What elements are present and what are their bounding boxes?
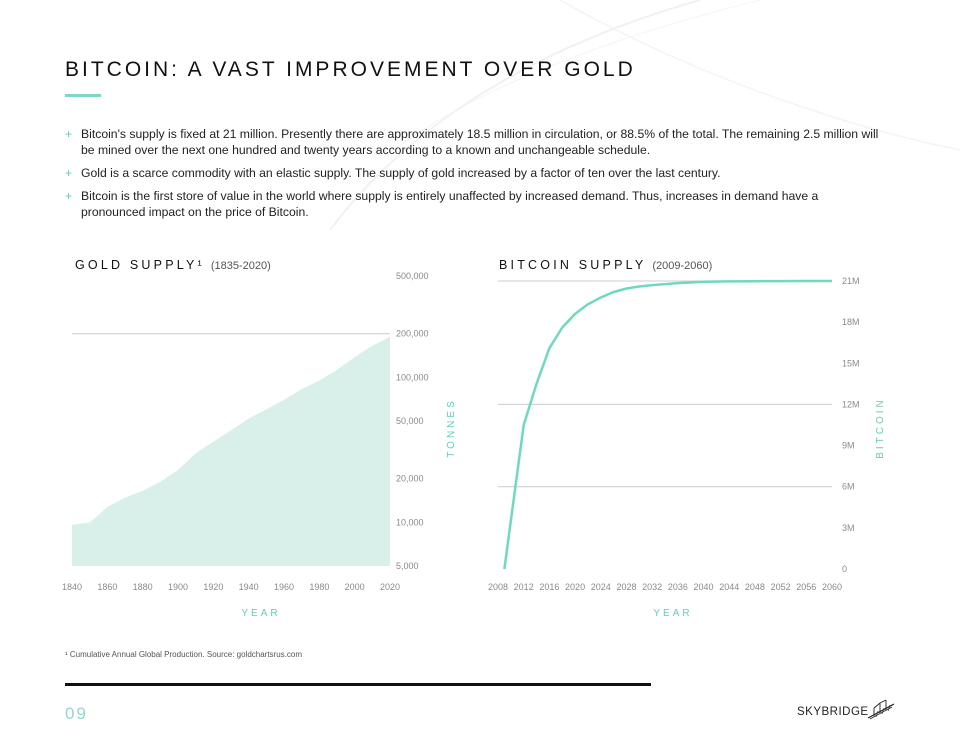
gold-y-tick-label: 500,000 [396,271,429,281]
footer-rule [65,683,651,686]
bullet-item: + Bitcoin is the first store of value in … [65,188,885,220]
plus-icon: + [65,127,73,141]
page-title: BITCOIN: A VAST IMPROVEMENT OVER GOLD [65,58,636,81]
bitcoin-x-tick-label: 2044 [719,582,739,592]
bitcoin-x-tick-label: 2024 [591,582,611,592]
bitcoin-x-tick-label: 2020 [565,582,585,592]
bitcoin-x-tick-label: 2040 [694,582,714,592]
gold-chart-subtitle: (1835-2020) [210,260,271,272]
footnote: ¹ Cumulative Annual Global Production. S… [65,650,303,659]
gold-supply-area [72,336,390,566]
bitcoin-x-tick-label: 2060 [822,582,842,592]
bitcoin-y-tick-label: 15M [842,358,860,368]
plus-icon: + [65,166,73,180]
gold-y-axis-title: TONNES [446,398,457,458]
gold-x-tick-label: 2020 [380,582,400,592]
bridge-logo-icon [867,699,895,720]
bitcoin-y-tick-label: 12M [842,399,860,409]
bullet-text: Bitcoin's supply is fixed at 21 million.… [81,127,879,157]
bitcoin-chart-title: BITCOIN SUPPLY [499,258,647,272]
gold-x-tick-label: 1920 [203,582,223,592]
gold-y-tick-label: 100,000 [396,372,429,382]
gold-y-tick-label: 50,000 [396,416,424,426]
gold-y-tick-label: 5,000 [396,561,419,571]
gold-x-axis-title: YEAR [241,608,280,619]
bitcoin-x-axis-title: YEAR [653,608,692,619]
gold-chart-heading: GOLD SUPPLY¹ (1835-2020) [75,258,271,272]
gold-x-tick-label: 1900 [168,582,188,592]
bitcoin-y-tick-label: 0 [842,564,847,574]
bitcoin-supply-line [503,279,832,570]
gold-y-tick-label: 10,000 [396,517,424,527]
bitcoin-x-tick-label: 2008 [488,582,508,592]
bitcoin-x-tick-label: 2052 [771,582,791,592]
bitcoin-y-tick-label: 21M [842,276,860,286]
bitcoin-x-tick-label: 2048 [745,582,765,592]
title-accent-rule [65,94,101,97]
bitcoin-y-tick-label: 3M [842,523,855,533]
gold-x-tick-label: 1860 [97,582,117,592]
gold-x-tick-label: 1840 [62,582,82,592]
brand-name: SKYBRIDGE [797,706,869,718]
gold-x-tick-label: 1940 [239,582,259,592]
gold-x-tick-label: 1880 [133,582,153,592]
gold-chart-title: GOLD SUPPLY¹ [75,258,205,272]
bullet-list: + Bitcoin's supply is fixed at 21 million… [65,126,885,227]
bitcoin-chart-subtitle: (2009-2060) [652,260,713,272]
bitcoin-y-tick-label: 6M [842,482,855,492]
bitcoin-x-tick-label: 2036 [668,582,688,592]
bitcoin-y-axis-title: BITCOIN [875,397,886,459]
gold-x-tick-label: 1960 [274,582,294,592]
bitcoin-x-tick-label: 2056 [796,582,816,592]
bullet-item: + Gold is a scarce commodity with an elas… [65,165,885,181]
page-number: 09 [65,704,88,723]
bitcoin-supply-chart: 0 3M 6M 9M 12M 15M 18M 21M 2008 2012 2016 2020 2024 2… [488,276,886,619]
bitcoin-y-tick-label: 9M [842,441,855,451]
plus-icon: + [65,189,73,203]
bitcoin-y-tick-label: 18M [842,317,860,327]
gold-supply-chart: 5,000 10,000 20,000 50,000 100,000 200,000 500… [62,271,457,619]
bullet-item: + Bitcoin's supply is fixed at 21 million… [65,126,885,158]
gold-y-tick-label: 20,000 [396,474,424,484]
bitcoin-x-tick-label: 2012 [514,582,534,592]
bullet-text: Bitcoin is the first store of value in t… [81,189,819,219]
bitcoin-x-tick-label: 2032 [642,582,662,592]
bitcoin-x-tick-label: 2016 [539,582,559,592]
gold-x-tick-label: 1980 [309,582,329,592]
bullet-text: Gold is a scarce commodity with an elast… [81,166,721,180]
gold-y-tick-label: 200,000 [396,329,429,339]
gold-x-tick-label: 2000 [345,582,365,592]
bitcoin-chart-heading: BITCOIN SUPPLY (2009-2060) [499,258,712,272]
bitcoin-x-tick-label: 2028 [616,582,636,592]
